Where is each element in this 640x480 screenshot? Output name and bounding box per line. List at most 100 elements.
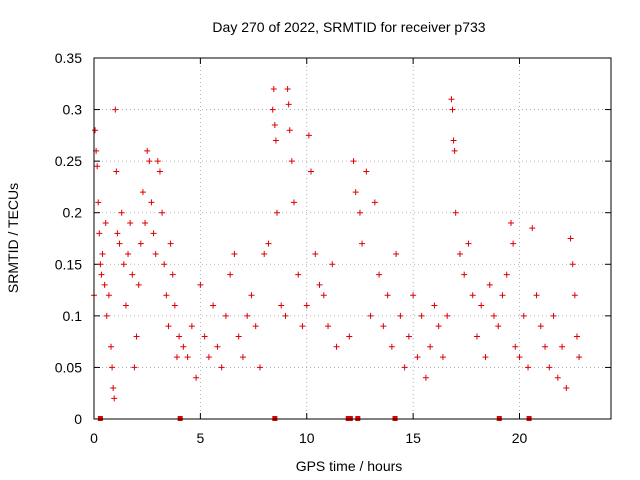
- data-point: [133, 333, 140, 340]
- data-point: [469, 292, 476, 299]
- y-tick-label: 0.2: [63, 205, 83, 221]
- data-point: [137, 240, 144, 247]
- data-point: [571, 292, 578, 299]
- data-point: [380, 323, 387, 330]
- data-point: [161, 261, 168, 268]
- data-point: [486, 281, 493, 288]
- data-point: [273, 209, 280, 216]
- data-point: [503, 271, 510, 278]
- x-tick-label: 10: [299, 430, 315, 446]
- data-point: [244, 312, 251, 319]
- data-point: [95, 199, 102, 206]
- grid-layer: [94, 58, 611, 419]
- data-point: [305, 132, 312, 139]
- data-point: [499, 292, 506, 299]
- data-point: [508, 220, 515, 227]
- data-point: [92, 127, 99, 134]
- data-point: [265, 240, 272, 247]
- data-point: [410, 292, 417, 299]
- data-point: [272, 137, 279, 144]
- data-point: [218, 364, 225, 371]
- data-point: [490, 312, 497, 319]
- data-point: [371, 199, 378, 206]
- chart-title: Day 270 of 2022, SRMTID for receiver p73…: [212, 19, 485, 35]
- data-point: [478, 302, 485, 309]
- data-point: [542, 343, 549, 350]
- data-point: [449, 106, 456, 113]
- data-point: [427, 343, 434, 350]
- data-point: [176, 333, 183, 340]
- data-point: [537, 323, 544, 330]
- data-point: [144, 147, 151, 154]
- data-point: [197, 281, 204, 288]
- data-point: [418, 312, 425, 319]
- y-tick-label: 0.3: [63, 102, 83, 118]
- data-point: [142, 220, 149, 227]
- data-point: [112, 106, 119, 113]
- data-point: [359, 240, 366, 247]
- data-point: [299, 323, 306, 330]
- data-point: [120, 261, 127, 268]
- data-point: [554, 374, 561, 381]
- data-point: [461, 271, 468, 278]
- data-point: [156, 168, 163, 175]
- data-point: [285, 101, 292, 108]
- data-point: [295, 271, 302, 278]
- x-tick-label: 0: [90, 430, 98, 446]
- data-point: [146, 158, 153, 165]
- data-point: [576, 354, 583, 361]
- data-point: [269, 106, 276, 113]
- data-point: [271, 122, 278, 129]
- data-point: [127, 220, 134, 227]
- y-tick-label: 0.1: [63, 308, 83, 324]
- data-point: [401, 364, 408, 371]
- data-point: [303, 302, 310, 309]
- data-point: [148, 199, 155, 206]
- plot-frame: [93, 57, 612, 420]
- data-point: [116, 240, 123, 247]
- data-point: [308, 168, 315, 175]
- y-tick-label: 0.15: [55, 256, 82, 272]
- data-point: [109, 364, 116, 371]
- data-point: [173, 354, 180, 361]
- data-point: [439, 354, 446, 361]
- data-point: [559, 343, 566, 350]
- data-point: [135, 281, 142, 288]
- data-point: [444, 312, 451, 319]
- data-point: [352, 189, 359, 196]
- data-point: [512, 343, 519, 350]
- data-point: [482, 354, 489, 361]
- data-point: [261, 250, 268, 257]
- x-tick-label: 5: [196, 430, 204, 446]
- data-point: [111, 395, 118, 402]
- y-axis-label: SRMTID / TECUs: [5, 183, 21, 293]
- data-point: [510, 240, 517, 247]
- data-point: [316, 281, 323, 288]
- data-point: [152, 250, 159, 257]
- y-tick-label: 0.35: [55, 50, 82, 66]
- data-point: [356, 209, 363, 216]
- data-point: [235, 333, 242, 340]
- data-point: [222, 312, 229, 319]
- data-point: [320, 292, 327, 299]
- data-point: [239, 354, 246, 361]
- data-point: [99, 250, 106, 257]
- data-point: [567, 235, 574, 242]
- x-tick-label: 20: [512, 430, 528, 446]
- data-point: [448, 96, 455, 103]
- data-point: [110, 385, 117, 392]
- data-point: [452, 209, 459, 216]
- data-point: [248, 292, 255, 299]
- data-point: [105, 292, 112, 299]
- data-point: [169, 271, 176, 278]
- y-tick-label: 0.25: [55, 153, 82, 169]
- data-point: [312, 250, 319, 257]
- data-point: [525, 364, 532, 371]
- data-point: [529, 225, 536, 232]
- data-point: [163, 292, 170, 299]
- data-point: [129, 271, 136, 278]
- data-point: [205, 354, 212, 361]
- data-point: [227, 271, 234, 278]
- data-point: [108, 343, 115, 350]
